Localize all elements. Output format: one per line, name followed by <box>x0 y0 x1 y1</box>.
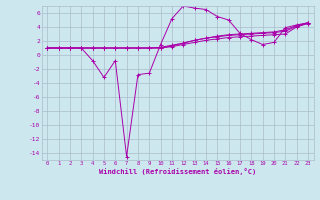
X-axis label: Windchill (Refroidissement éolien,°C): Windchill (Refroidissement éolien,°C) <box>99 168 256 175</box>
